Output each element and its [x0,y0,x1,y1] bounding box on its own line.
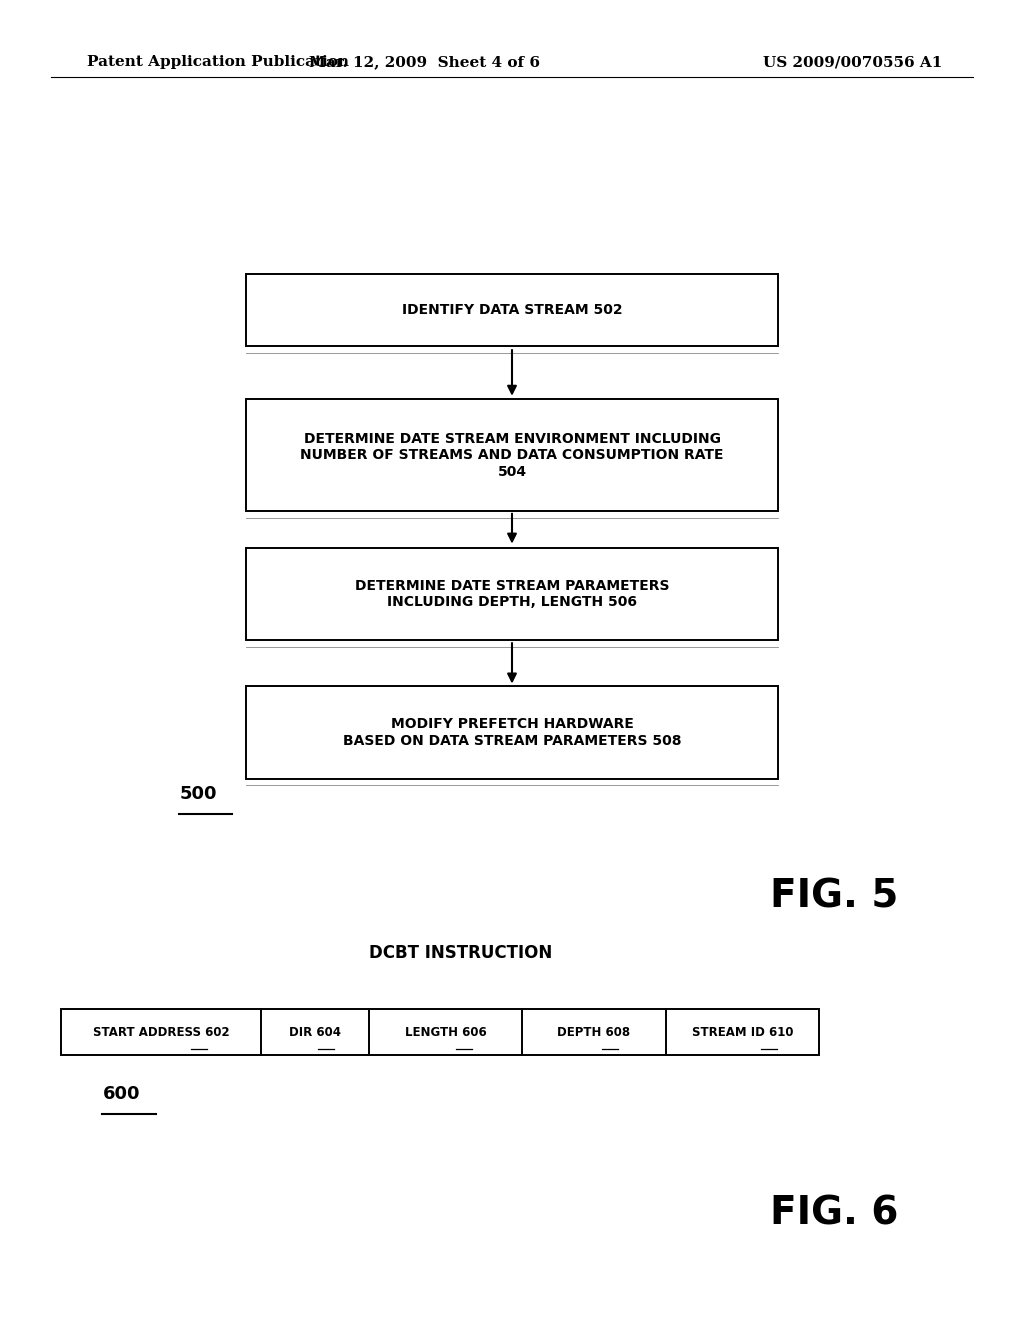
Text: Patent Application Publication: Patent Application Publication [87,55,349,70]
Text: DEPTH 608: DEPTH 608 [557,1026,631,1039]
Text: US 2009/0070556 A1: US 2009/0070556 A1 [763,55,942,70]
Text: STREAM ID 610: STREAM ID 610 [691,1026,794,1039]
Text: DETERMINE DATE STREAM ENVIRONMENT INCLUDING
NUMBER OF STREAMS AND DATA CONSUMPTI: DETERMINE DATE STREAM ENVIRONMENT INCLUD… [300,432,724,479]
Bar [246,548,778,640]
Text: LENGTH 606: LENGTH 606 [404,1026,486,1039]
Bar [61,1008,819,1056]
Text: FIG. 6: FIG. 6 [770,1195,899,1233]
Bar [246,686,778,779]
Text: DCBT INSTRUCTION: DCBT INSTRUCTION [370,944,552,962]
Bar [246,273,778,346]
Text: FIG. 5: FIG. 5 [770,878,899,916]
Text: 600: 600 [102,1085,140,1104]
Text: 500: 500 [179,785,217,804]
Text: IDENTIFY DATA STREAM 502: IDENTIFY DATA STREAM 502 [401,304,623,317]
Text: DIR 604: DIR 604 [289,1026,341,1039]
Bar [246,399,778,511]
Text: MODIFY PREFETCH HARDWARE
BASED ON DATA STREAM PARAMETERS 508: MODIFY PREFETCH HARDWARE BASED ON DATA S… [343,718,681,747]
Text: DETERMINE DATE STREAM PARAMETERS
INCLUDING DEPTH, LENGTH 506: DETERMINE DATE STREAM PARAMETERS INCLUDI… [354,579,670,609]
Text: START ADDRESS 602: START ADDRESS 602 [93,1026,229,1039]
Text: Mar. 12, 2009  Sheet 4 of 6: Mar. 12, 2009 Sheet 4 of 6 [309,55,541,70]
